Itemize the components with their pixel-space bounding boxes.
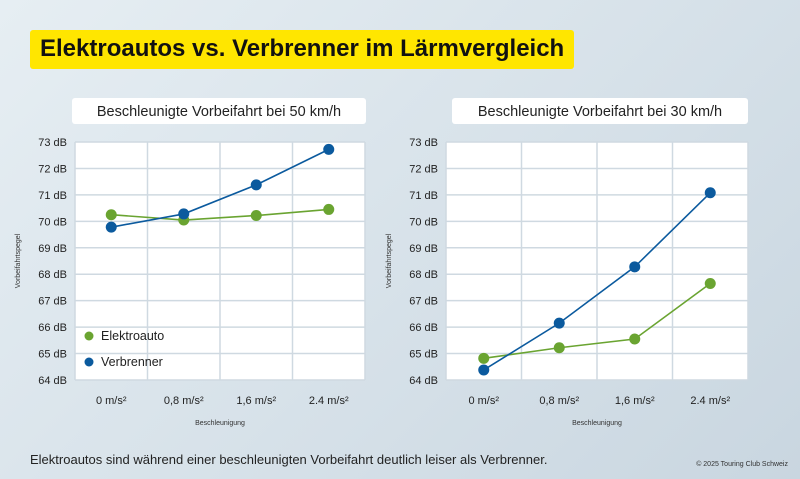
legend-marker bbox=[84, 357, 94, 367]
data-point-verbrenner bbox=[323, 143, 335, 155]
x-tick-label: 0,8 m/s² bbox=[539, 395, 579, 407]
data-point-elektroauto bbox=[250, 210, 262, 222]
legend-marker bbox=[84, 331, 94, 341]
y-tick-label: 68 dB bbox=[38, 269, 67, 281]
x-tick-label: 2.4 m/s² bbox=[690, 395, 730, 407]
data-point-verbrenner bbox=[553, 317, 565, 329]
data-point-elektroauto bbox=[629, 333, 641, 345]
data-point-verbrenner bbox=[478, 364, 490, 376]
y-tick-label: 67 dB bbox=[38, 296, 67, 308]
y-tick-label: 69 dB bbox=[409, 243, 438, 255]
x-tick-label: 0 m/s² bbox=[468, 395, 499, 407]
y-tick-label: 68 dB bbox=[409, 269, 438, 281]
data-point-verbrenner bbox=[704, 187, 716, 199]
data-point-elektroauto bbox=[704, 277, 716, 289]
page-title: Elektroautos vs. Verbrenner im Lärmvergl… bbox=[30, 30, 575, 69]
y-axis-label: Vorbeifahrtspegel bbox=[15, 233, 22, 288]
x-axis-label: Beschleunigung bbox=[572, 420, 622, 427]
data-point-elektroauto bbox=[478, 352, 490, 364]
y-tick-label: 73 dB bbox=[38, 137, 67, 149]
chart-title-box bbox=[72, 98, 366, 124]
data-point-verbrenner bbox=[105, 221, 117, 233]
footer-caption: Elektroautos sind während einer beschleu… bbox=[30, 452, 548, 467]
x-tick-label: 0 m/s² bbox=[96, 395, 127, 407]
data-point-verbrenner bbox=[178, 208, 190, 220]
data-point-verbrenner bbox=[629, 261, 641, 273]
y-tick-label: 73 dB bbox=[409, 137, 438, 149]
x-tick-label: 0,8 m/s² bbox=[164, 395, 204, 407]
y-tick-label: 66 dB bbox=[409, 322, 438, 334]
data-point-elektroauto bbox=[105, 209, 117, 221]
series-line-verbrenner bbox=[483, 192, 711, 371]
y-tick-label: 72 dB bbox=[38, 163, 67, 175]
x-axis-label: Beschleunigung bbox=[195, 420, 245, 427]
y-tick-label: 69 dB bbox=[38, 243, 67, 255]
chart-title: Beschleunigte Vorbeifahrt bei 50 km/h bbox=[97, 104, 341, 120]
legend-label: Elektroauto bbox=[101, 329, 164, 343]
chart-1: Beschleunigte Vorbeifahrt bei 50 km/h 64 … bbox=[15, 98, 366, 427]
copyright-notice: © 2025 Touring Club Schweiz bbox=[696, 461, 788, 468]
data-point-elektroauto bbox=[323, 203, 335, 215]
series-line-verbrenner bbox=[111, 148, 330, 228]
y-tick-label: 64 dB bbox=[38, 375, 67, 387]
x-tick-label: 2.4 m/s² bbox=[309, 395, 349, 407]
x-tick-label: 1,6 m/s² bbox=[236, 395, 276, 407]
y-tick-label: 71 dB bbox=[38, 190, 67, 202]
y-tick-label: 72 dB bbox=[409, 163, 438, 175]
y-tick-label: 64 dB bbox=[409, 375, 438, 387]
y-tick-label: 65 dB bbox=[409, 349, 438, 361]
chart-title: Beschleunigte Vorbeifahrt bei 30 km/h bbox=[478, 104, 722, 120]
chart-title-box bbox=[452, 98, 748, 124]
y-axis-label: Vorbeifahrtspegel bbox=[386, 233, 393, 288]
data-point-verbrenner bbox=[250, 179, 262, 191]
y-tick-label: 70 dB bbox=[38, 216, 67, 228]
series-line-elektroauto bbox=[483, 282, 711, 360]
chart-2: Beschleunigte Vorbeifahrt bei 30 km/h 64 … bbox=[386, 98, 749, 427]
y-tick-label: 67 dB bbox=[409, 296, 438, 308]
legend-label: Verbrenner bbox=[101, 355, 163, 369]
y-tick-label: 66 dB bbox=[38, 322, 67, 334]
y-tick-label: 65 dB bbox=[38, 349, 67, 361]
y-tick-label: 71 dB bbox=[409, 190, 438, 202]
series-line-elektroauto bbox=[111, 208, 329, 221]
x-tick-label: 1,6 m/s² bbox=[615, 395, 655, 407]
data-point-elektroauto bbox=[553, 342, 565, 354]
y-tick-label: 70 dB bbox=[409, 216, 438, 228]
